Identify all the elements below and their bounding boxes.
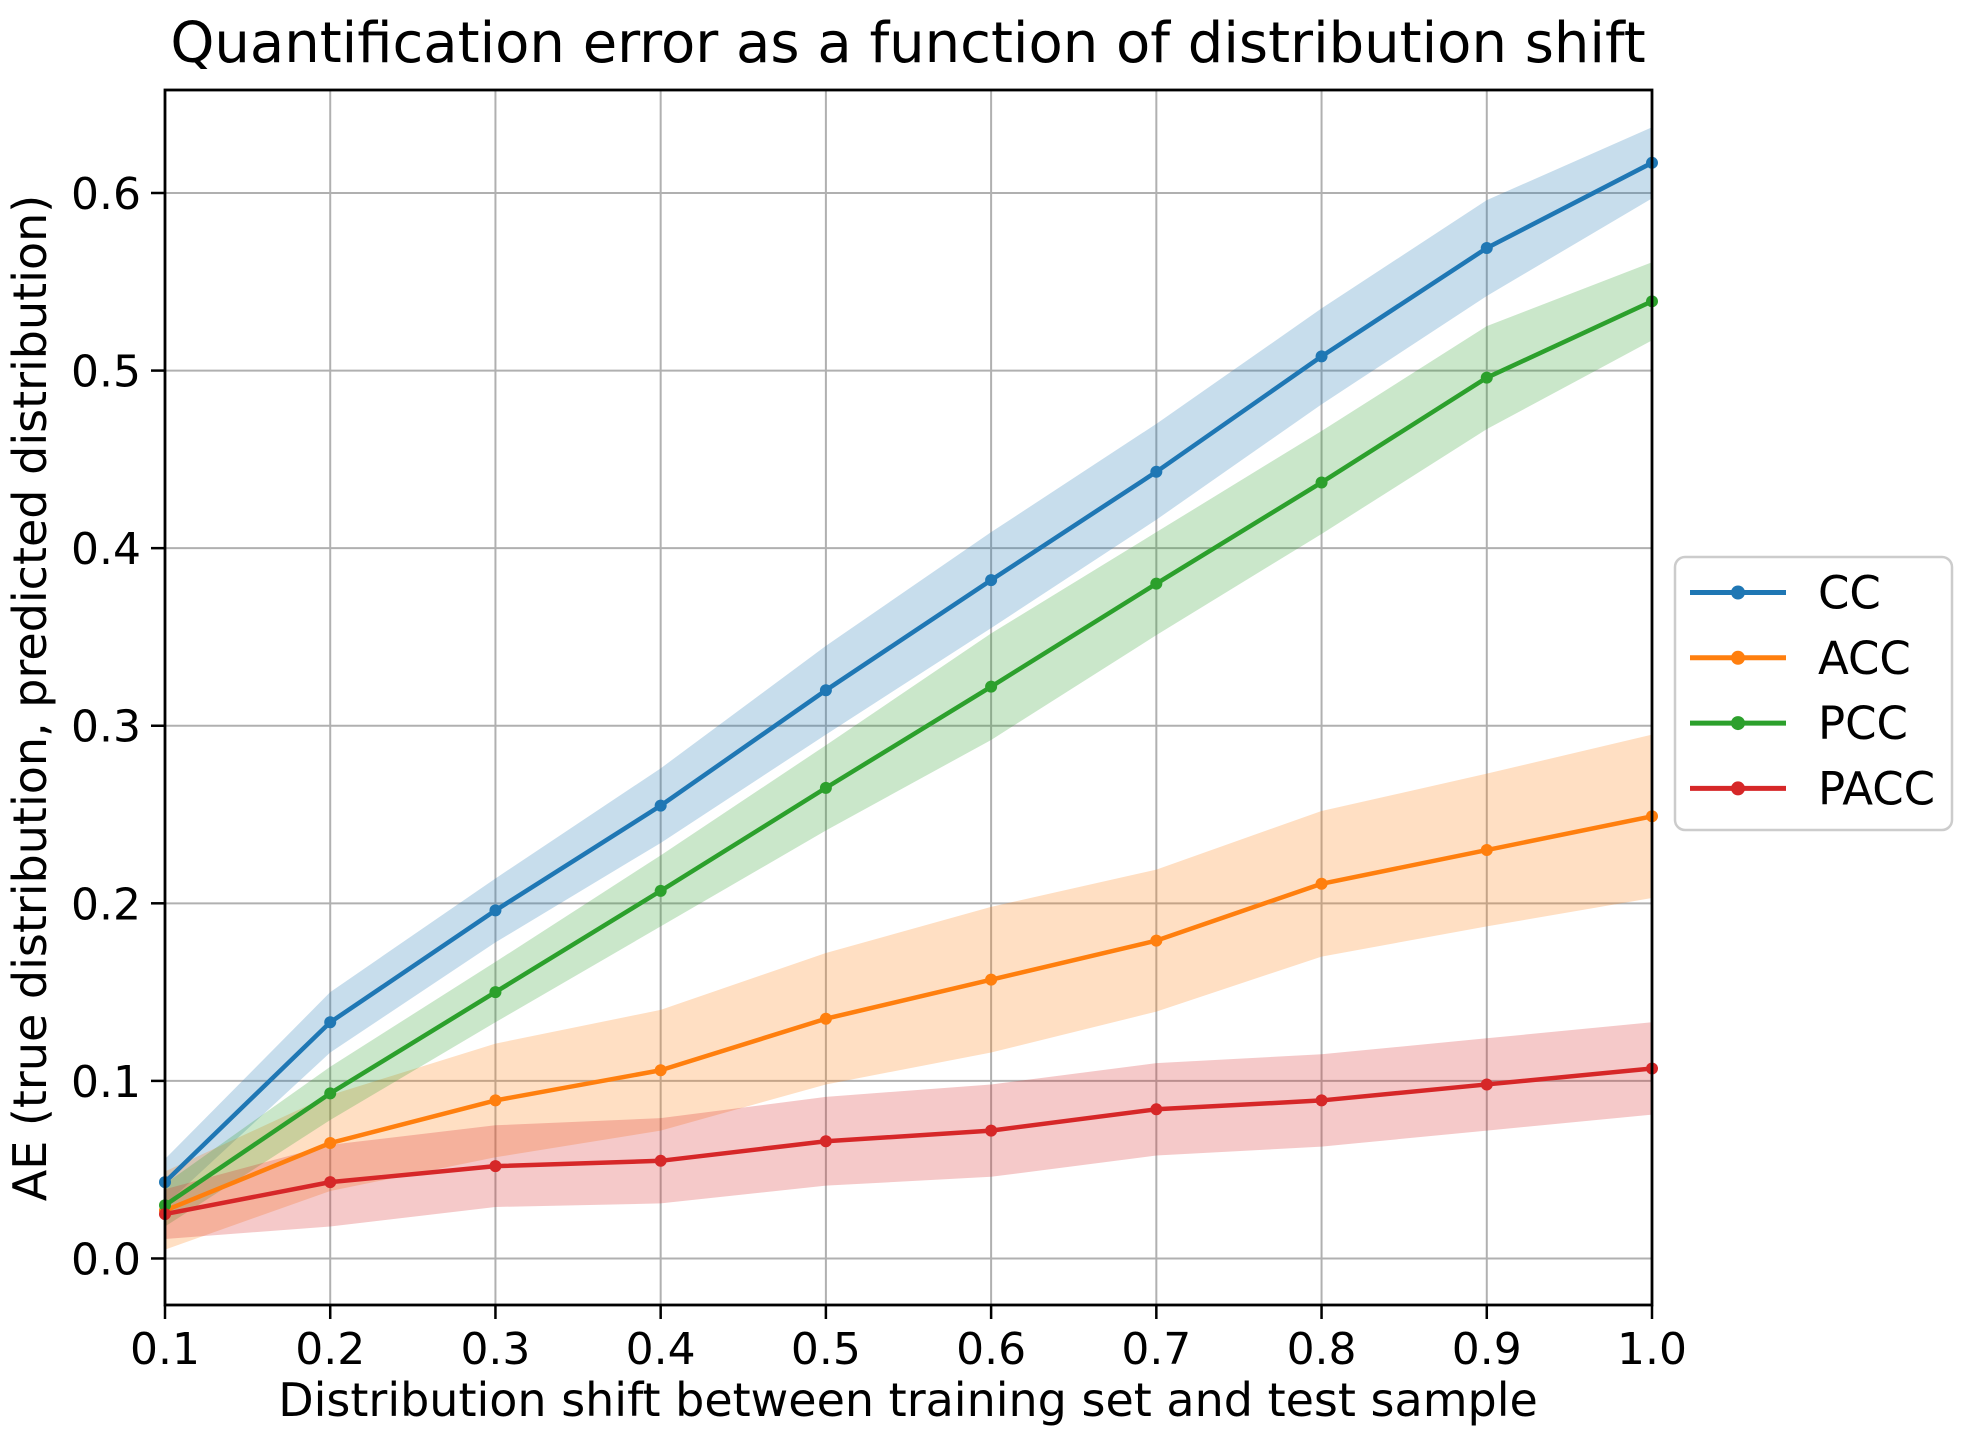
legend-marker <box>1731 781 1745 796</box>
legend-label: CC <box>1818 567 1881 620</box>
legend-item-PCC: PCC <box>1690 697 1908 750</box>
data-point-marker <box>1480 844 1493 857</box>
x-axis-label: Distribution shift between training set … <box>278 1373 1538 1427</box>
data-point-marker <box>1150 1103 1163 1116</box>
legend-marker <box>1731 585 1745 600</box>
legend-marker <box>1731 716 1745 731</box>
y-tick-label: 0.5 <box>71 347 141 398</box>
series-line-PCC <box>162 299 1655 1208</box>
data-point-marker <box>819 1012 832 1025</box>
legend-item-ACC: ACC <box>1690 632 1911 685</box>
confidence-band-CC <box>165 127 1652 1206</box>
data-point-marker <box>324 1016 337 1029</box>
data-point-marker <box>985 973 998 986</box>
x-tick-label: 0.6 <box>956 1324 1026 1375</box>
legend-item-PACC: PACC <box>1690 762 1935 815</box>
y-tick-label: 0.4 <box>71 524 141 575</box>
x-tick-label: 0.2 <box>295 1324 365 1375</box>
series-PCC <box>159 295 1658 1212</box>
y-tick-label: 0.3 <box>71 702 141 753</box>
data-point-marker <box>489 1160 502 1173</box>
data-point-marker <box>1480 242 1493 255</box>
data-point-marker <box>1315 476 1328 489</box>
axes-spines <box>163 88 1654 1307</box>
data-point-marker <box>985 574 998 587</box>
x-tick-label: 0.8 <box>1287 1324 1357 1375</box>
x-tick-label: 0.9 <box>1452 1324 1522 1375</box>
grid-lines <box>164 90 1653 1305</box>
x-tick-label: 0.1 <box>130 1324 200 1375</box>
data-point-marker <box>1150 577 1163 590</box>
y-tick-label: 0.1 <box>71 1057 141 1108</box>
legend-marker <box>1731 650 1745 665</box>
legend-label: ACC <box>1818 632 1911 685</box>
y-tick-label: 0.2 <box>71 879 141 930</box>
confidence-band-PCC <box>165 262 1652 1227</box>
data-point-marker <box>654 799 667 812</box>
data-point-marker <box>985 1124 998 1137</box>
data-point-marker <box>1480 371 1493 384</box>
data-point-marker <box>654 884 667 897</box>
data-point-marker <box>1315 350 1328 363</box>
data-point-marker <box>324 1176 337 1189</box>
data-point-marker <box>654 1064 667 1077</box>
legend: CC ACC PCC PACC <box>1673 555 1954 832</box>
data-point-marker <box>1480 1078 1493 1091</box>
legend-label: PCC <box>1818 697 1908 750</box>
x-tick-label: 0.7 <box>1121 1324 1191 1375</box>
data-point-marker <box>985 680 998 693</box>
series-line-PACC <box>162 1066 1655 1217</box>
data-point-marker <box>324 1087 337 1100</box>
y-tick-label: 0.0 <box>71 1234 141 1285</box>
plot-border <box>163 88 1654 1307</box>
data-point-marker <box>1315 877 1328 890</box>
axis-ticks: 0.1 0.2 0.3 0.4 0.5 0.6 0.7 0.8 0.9 1.0 0.0 0.1 0.2 0… <box>71 169 1687 1375</box>
data-point-marker <box>489 904 502 917</box>
y-axis-label: AE (true distribution, predicted distrib… <box>3 195 57 1201</box>
legend-label: PACC <box>1818 762 1935 815</box>
data-series-lines <box>159 156 1658 1221</box>
data-point-marker <box>1150 934 1163 947</box>
confidence-bands <box>165 127 1652 1250</box>
data-point-marker <box>819 1135 832 1148</box>
x-tick-label: 0.4 <box>626 1324 696 1375</box>
data-point-marker <box>1315 1094 1328 1107</box>
x-tick-label: 0.5 <box>791 1324 861 1375</box>
x-tick-label: 1.0 <box>1617 1324 1687 1375</box>
y-tick-label: 0.6 <box>71 169 141 220</box>
data-point-marker <box>819 781 832 794</box>
data-point-marker <box>489 986 502 999</box>
data-point-marker <box>1150 465 1163 478</box>
data-point-marker <box>489 1094 502 1107</box>
chart-title: Quantification error as a function of di… <box>170 11 1645 76</box>
series-line-ACC <box>162 814 1655 1213</box>
data-point-marker <box>654 1154 667 1167</box>
legend-box <box>1673 555 1954 832</box>
legend-item-CC: CC <box>1690 567 1881 620</box>
data-point-marker <box>819 684 832 697</box>
x-tick-label: 0.3 <box>460 1324 530 1375</box>
confidence-band-PACC <box>165 1022 1652 1239</box>
data-point-marker <box>324 1137 337 1150</box>
confidence-band-ACC <box>165 734 1652 1250</box>
series-PACC <box>159 1062 1658 1221</box>
series-line-CC <box>162 160 1655 1185</box>
